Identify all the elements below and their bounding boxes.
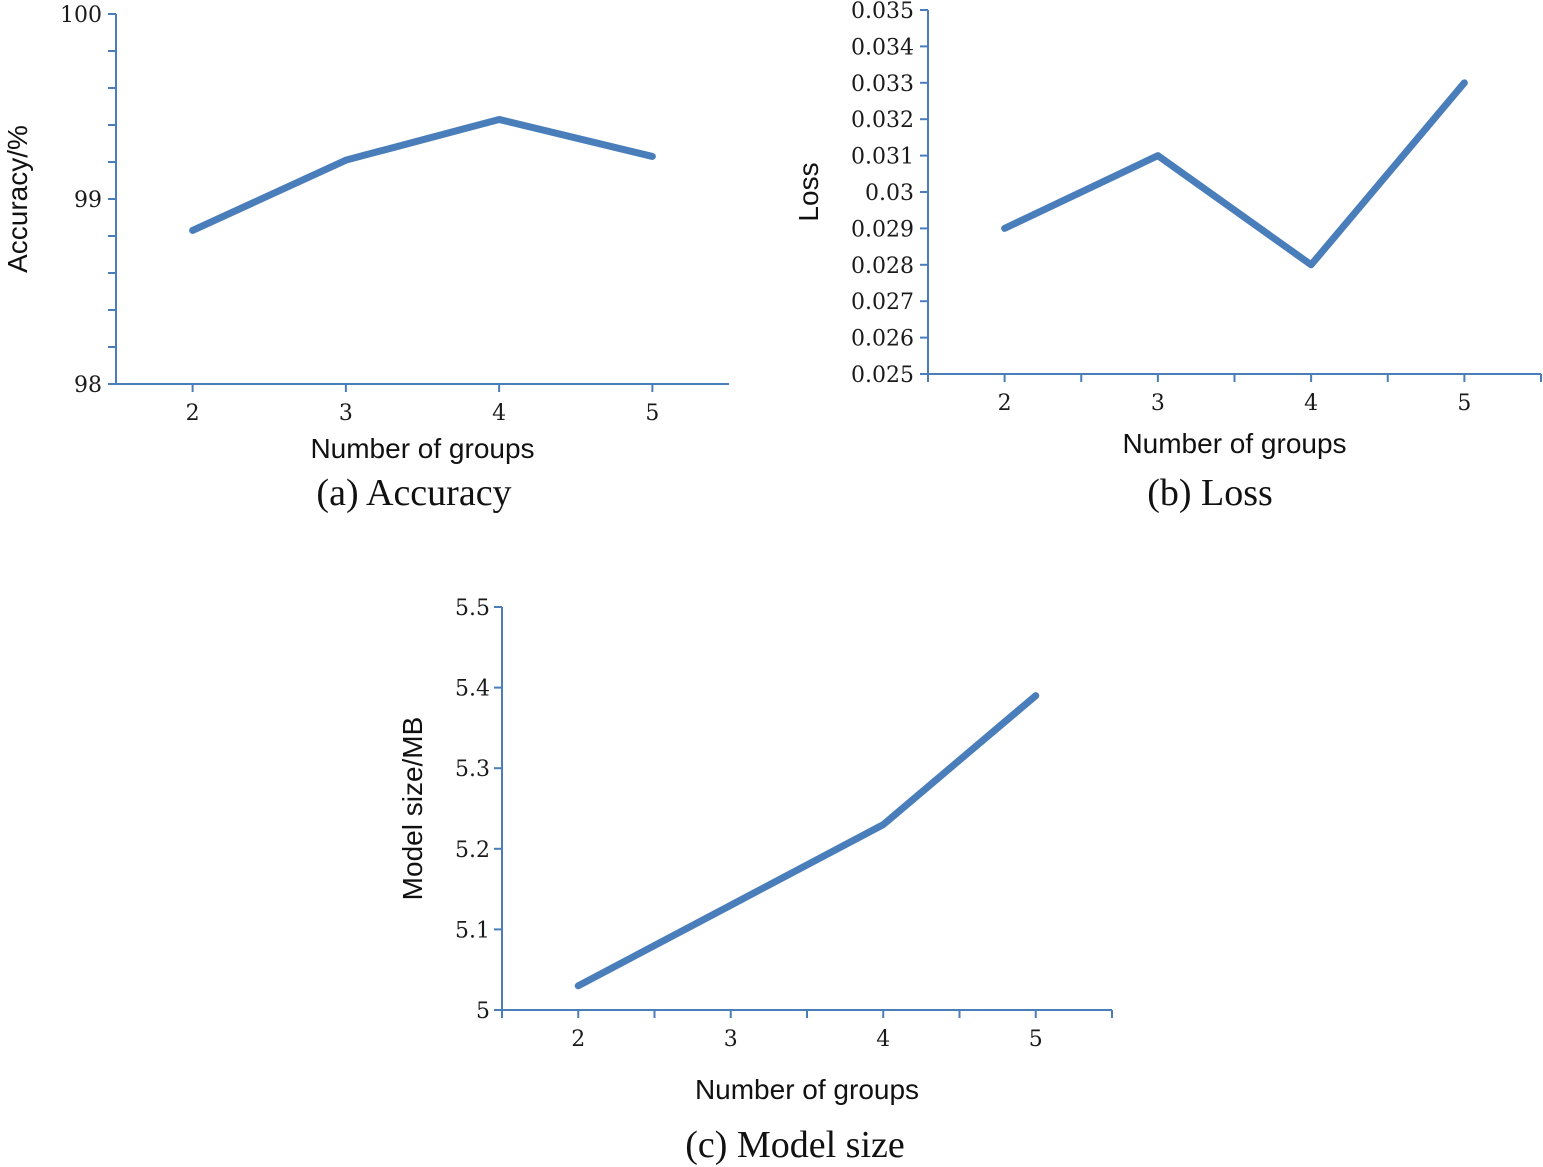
y-tick-label: 0.034	[851, 35, 914, 60]
series-line	[189, 115, 656, 234]
loss-chart: 0.025 0.026 0.027 0.028 0.029 0.03 0.031 0.032 0…	[793, 0, 1542, 514]
x-tick-label: 3	[339, 401, 353, 426]
x-axis-title: Number of groups	[310, 433, 534, 464]
y-tick-label: 5.4	[455, 677, 490, 702]
accuracy-chart: 98 99 100 2 3 4 5 Number of groups Accuracy/% (a)…	[2, 3, 729, 514]
x-tick-label: 2	[571, 1027, 585, 1052]
model-size-chart: 5 5.1 5.2 5.3 5.4 5.5 2 3 4 5 Number of groups Mode…	[397, 596, 1113, 1166]
y-tick-label: 5	[476, 999, 490, 1024]
y-tick-label: 0.027	[851, 290, 914, 315]
chart-caption: (b) Loss	[1147, 472, 1273, 514]
y-tick-label: 5.1	[455, 918, 490, 943]
x-tick-label: 5	[1457, 391, 1471, 416]
y-axis-title: Model size/MB	[397, 717, 428, 901]
y-axis-title: Loss	[793, 162, 824, 221]
y-tick-label: 0.033	[851, 72, 914, 97]
y-tick-label: 0.025	[851, 363, 914, 388]
x-axis-title: Number of groups	[1122, 428, 1346, 459]
series-line	[1001, 79, 1468, 269]
y-tick-label: 0.029	[851, 217, 914, 242]
x-tick-label: 4	[492, 401, 506, 426]
x-tick-label: 4	[1304, 391, 1318, 416]
y-tick-label: 100	[60, 3, 102, 28]
y-tick-label: 0.035	[851, 0, 914, 24]
chart-caption: (c) Model size	[685, 1124, 904, 1166]
y-tick-label: 5.2	[455, 838, 490, 863]
x-tick-label: 2	[186, 401, 200, 426]
x-tick-label: 3	[724, 1027, 738, 1052]
x-tick-label: 5	[1029, 1027, 1043, 1052]
x-tick-label: 5	[645, 401, 659, 426]
x-tick-label: 2	[998, 391, 1012, 416]
y-tick-label: 0.028	[851, 254, 914, 279]
y-tick-label: 0.03	[865, 181, 914, 206]
x-tick-label: 3	[1151, 391, 1165, 416]
x-tick-label: 4	[876, 1027, 890, 1052]
y-tick-label: 0.031	[851, 145, 914, 170]
y-tick-label: 5.3	[455, 757, 490, 782]
y-tick-label: 98	[74, 373, 102, 398]
y-tick-label: 5.5	[455, 596, 490, 621]
y-tick-label: 0.026	[851, 327, 914, 352]
y-tick-label: 0.032	[851, 108, 914, 133]
x-axis-title: Number of groups	[695, 1074, 919, 1105]
series-line	[574, 692, 1040, 990]
y-axis-title: Accuracy/%	[2, 125, 33, 273]
chart-caption: (a) Accuracy	[316, 472, 511, 514]
y-tick-label: 99	[74, 188, 102, 213]
